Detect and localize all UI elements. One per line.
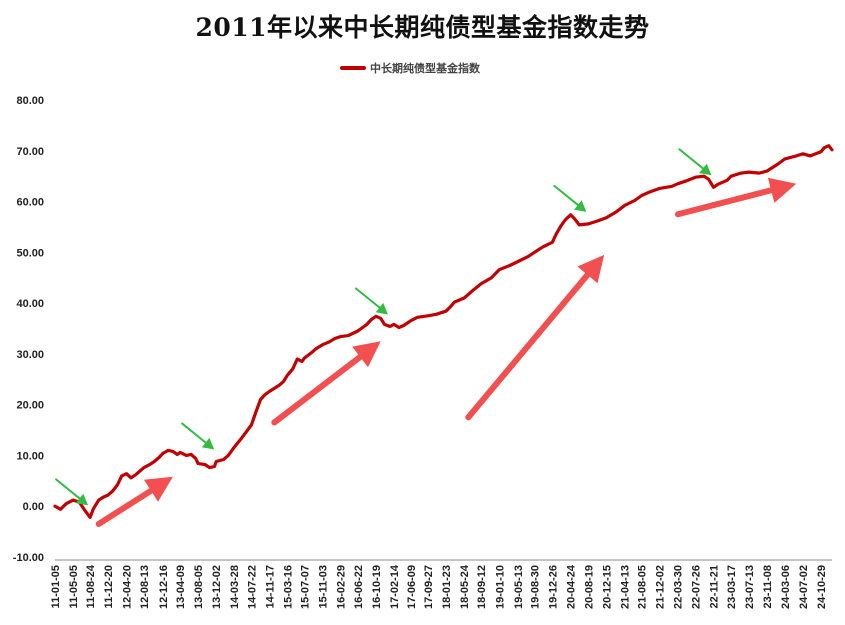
legend-swatch (340, 66, 366, 70)
green-arrow-icon (55, 478, 89, 506)
red-trend-arrow-icon (674, 177, 797, 218)
x-tick-label: 22-03-30 (673, 565, 685, 609)
x-tick-label: 11-01-05 (50, 565, 62, 608)
y-tick-label: 30.00 (16, 349, 44, 361)
x-tick-label: 18-01-23 (441, 565, 453, 609)
x-tick-label: 11-05-05 (68, 565, 80, 608)
x-tick-label: 21-08-05 (637, 565, 649, 609)
x-tick-label: 23-07-13 (744, 565, 756, 609)
green-arrow-icon (678, 148, 712, 176)
x-tick-label: 13-12-02 (211, 565, 223, 609)
x-tick-label: 24-10-29 (816, 565, 828, 609)
y-tick-label: 70.00 (16, 146, 44, 158)
x-tick-label: 15-11-03 (318, 565, 330, 608)
y-tick-label: 80.00 (16, 95, 44, 107)
x-tick-label: 17-02-14 (389, 564, 401, 609)
x-tick-label: 16-06-22 (353, 565, 365, 609)
x-tick-label: 15-07-07 (300, 565, 312, 609)
x-tick-label: 19-05-13 (513, 565, 525, 609)
green-arrow-icon (181, 422, 215, 450)
x-tick-label: 19-08-30 (529, 565, 541, 609)
x-tick-label: 19-01-10 (494, 565, 506, 609)
x-tick-label: 20-12-15 (601, 565, 613, 609)
x-tick-label: 16-02-29 (336, 565, 348, 609)
green-arrow-icon (354, 287, 388, 315)
red-trend-arrow-icon (465, 254, 605, 421)
x-tick-label: 22-07-26 (691, 565, 703, 609)
x-tick-label: 23-11-08 (762, 565, 774, 608)
x-tick-label: 24-07-02 (798, 565, 810, 609)
x-tick-label: 14-11-17 (264, 565, 276, 608)
x-tick-label: 17-06-09 (406, 565, 418, 609)
x-tick-label: 11-08-24 (85, 564, 97, 608)
x-tick-label: 12-04-20 (121, 565, 133, 609)
y-tick-label: 10.00 (16, 450, 44, 462)
x-tick-label: 17-09-27 (423, 565, 435, 609)
x-tick-label: 21-04-13 (619, 565, 631, 609)
green-arrow-icon (553, 184, 587, 212)
x-tick-label: 21-12-02 (655, 565, 667, 609)
x-tick-label: 19-12-26 (547, 565, 559, 609)
y-tick-label: -10.00 (13, 552, 44, 564)
y-axis-ticks: 80.00 70.00 60.00 50.00 40.00 30.00 20.00 10.00… (13, 95, 44, 564)
series-group (53, 144, 834, 520)
chart-title: 2011年以来中长期纯债型基金指数走势 (195, 13, 650, 42)
x-tick-label: 16-10-19 (371, 565, 383, 609)
annotation-arrows (55, 148, 797, 527)
x-tick-label: 18-09-12 (476, 565, 488, 609)
red-trend-arrow-icon (271, 341, 381, 426)
x-tick-label: 23-03-17 (726, 565, 738, 609)
x-tick-label: 14-03-28 (229, 565, 241, 609)
y-tick-label: 20.00 (16, 400, 44, 412)
x-tick-label: 20-08-19 (583, 565, 595, 609)
y-tick-label: 40.00 (16, 298, 44, 310)
x-tick-label: 12-12-16 (158, 565, 170, 609)
x-tick-label: 20-04-24 (566, 564, 578, 609)
x-tick-label: 13-04-09 (175, 565, 187, 609)
x-tick-label: 15-03-16 (282, 565, 294, 609)
y-tick-label: 0.00 (23, 501, 44, 513)
x-tick-label: 14-07-22 (246, 565, 258, 609)
y-tick-label: 60.00 (16, 197, 44, 209)
x-tick-label: 24-03-06 (780, 565, 792, 609)
chart-legend: 中长期纯债型基金指数 (340, 60, 480, 76)
x-tick-label: 22-11-21 (708, 565, 720, 608)
x-tick-label: 13-08-05 (193, 565, 205, 609)
series-line (53, 144, 834, 520)
x-axis-ticks: 11-01-05 11-05-05 11-08-24 11-12-20 12-04-20… (50, 559, 832, 609)
red-trend-arrow-icon (95, 476, 173, 527)
legend-label: 中长期纯债型基金指数 (370, 62, 480, 75)
y-tick-label: 50.00 (16, 247, 44, 259)
x-tick-label: 12-08-13 (139, 565, 151, 609)
x-tick-label: 11-12-20 (103, 565, 115, 608)
x-tick-label: 18-05-24 (459, 564, 471, 609)
